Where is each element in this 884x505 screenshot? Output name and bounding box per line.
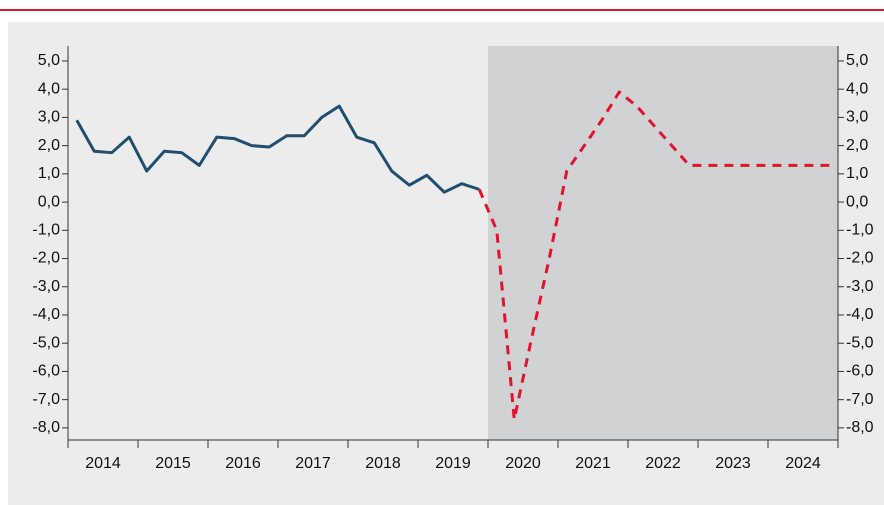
y2-tick-label: 0,0	[846, 193, 868, 210]
y2-tick-label: 4,0	[846, 80, 868, 97]
x-tick-label: 2021	[575, 455, 611, 472]
y-tick-label: -1,0	[32, 222, 60, 239]
series-line	[75, 104, 480, 194]
x-tick-label: 2014	[85, 455, 121, 472]
y-tick-label: 1,0	[38, 165, 60, 182]
y2-tick-label: -2,0	[846, 250, 874, 267]
x-tick-label: 2022	[645, 455, 681, 472]
x-tick-label: 2019	[435, 455, 471, 472]
x-tick-label: 2015	[155, 455, 191, 472]
x-tick-label: 2024	[785, 455, 821, 472]
y-tick-label: 2,0	[38, 137, 60, 154]
y2-tick-label: 2,0	[846, 137, 868, 154]
y2-tick-label: 3,0	[846, 109, 868, 126]
y2-tick-label: -5,0	[846, 334, 874, 351]
y2-tick-label: 1,0	[846, 165, 868, 182]
y-tick-label: -2,0	[32, 250, 60, 267]
y-tick-label: 3,0	[38, 109, 60, 126]
y2-tick-label: 5,0	[846, 52, 868, 69]
y2-tick-label: -3,0	[846, 278, 874, 295]
y-tick-label: -3,0	[32, 278, 60, 295]
y2-tick-label: -4,0	[846, 306, 874, 323]
y2-tick-label: -1,0	[846, 222, 874, 239]
y-tick-label: 4,0	[38, 80, 60, 97]
y2-tick-label: -7,0	[846, 391, 874, 408]
series-line	[477, 90, 830, 421]
x-tick-label: 2023	[715, 455, 751, 472]
y-tick-label: -8,0	[32, 419, 60, 436]
y-tick-label: -4,0	[32, 306, 60, 323]
y2-tick-label: -6,0	[846, 363, 874, 380]
x-tick-label: 2020	[505, 455, 541, 472]
y-tick-label: -6,0	[32, 363, 60, 380]
y-tick-label: 5,0	[38, 52, 60, 69]
y-tick-label: 0,0	[38, 193, 60, 210]
x-tick-label: 2017	[295, 455, 331, 472]
x-tick-label: 2018	[365, 455, 401, 472]
forecast-region	[488, 46, 838, 440]
y2-tick-label: -8,0	[846, 419, 874, 436]
y-tick-label: -7,0	[32, 391, 60, 408]
x-tick-label: 2016	[225, 455, 261, 472]
y-tick-label: -5,0	[32, 334, 60, 351]
